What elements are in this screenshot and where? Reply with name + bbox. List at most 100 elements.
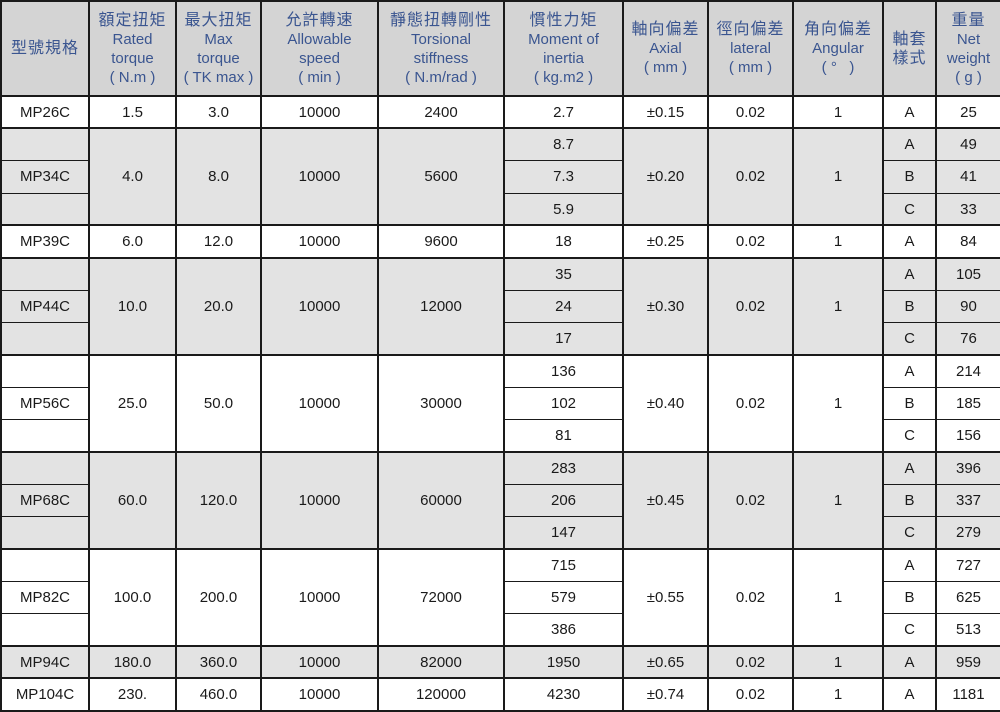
sleeve-cell: C [882,516,937,551]
header-line: 型號規格 [10,40,79,57]
table-row: 386 C 513 [0,613,1000,648]
header-line: 最大扭矩 [184,11,253,29]
weight-cell: 214 [935,353,1000,388]
header-line: lateral [730,40,771,57]
table-row: MP26C 1.5 3.0 10000 2400 2.7 ±0.15 0.02 1 A 25 [0,94,1000,130]
moment-of-inertia-cell: 386 [503,613,624,648]
header-line: ( mm ) [728,59,773,76]
model-cell [0,256,90,291]
weight-cell: 396 [935,450,1000,485]
lateral-cell: 0.02 [707,256,794,356]
header-line: ( kg.m2 ) [533,68,594,86]
rated-torque-cell: 230. [88,677,177,712]
sleeve-cell: A [882,677,937,712]
max-torque-cell: 200.0 [175,548,262,648]
sleeve-cell: C [882,419,937,453]
table-row: MP39C 6.0 12.0 10000 9600 18 ±0.25 0.02 1 A 84 [0,224,1000,259]
weight-cell: 25 [935,94,1000,130]
rated-torque-cell: 25.0 [88,353,177,453]
torsional-stiffness-cell: 2400 [377,94,505,130]
sleeve-cell: B [882,580,937,615]
model-cell: MP26C [0,94,90,130]
model-cell: MP56C [0,386,90,421]
header-line: 重量 [951,11,986,29]
model-cell [0,450,90,485]
angular-cell: 1 [792,450,884,551]
header-line: Moment of [528,30,599,48]
weight-cell: 105 [935,256,1000,291]
table-row: 5.9 C 33 [0,192,1000,227]
header-line: Rated [112,30,153,48]
weight-cell: 76 [935,322,1000,356]
axial-cell: ±0.30 [622,256,709,356]
header-line: Allowable [287,30,352,48]
torsional-stiffness-cell: 120000 [377,677,505,712]
torsional-stiffness-cell: 5600 [377,127,505,227]
moment-of-inertia-cell: 18 [503,224,624,259]
angular-cell: 1 [792,548,884,648]
model-cell: MP39C [0,224,90,259]
moment-of-inertia-cell: 4230 [503,677,624,712]
moment-of-inertia-cell: 102 [503,386,624,421]
axial-cell: ±0.74 [622,677,709,712]
weight-cell: 185 [935,386,1000,421]
header-row: 型號規格 額定扭矩 Rated torque( N.m ) 最大扭矩 Max torque(… [0,0,1000,97]
header-line: 額定扭矩 [98,11,167,29]
lateral-cell: 0.02 [707,548,794,648]
lateral-cell: 0.02 [707,224,794,259]
moment-of-inertia-cell: 206 [503,483,624,518]
header-line: ( min ) [298,68,341,86]
rated-torque-cell: 6.0 [88,224,177,259]
table-row: 10.0 20.0 10000 12000 35 ±0.30 0.02 1 A 105 [0,256,1000,356]
weight-cell: 337 [935,483,1000,518]
torsional-stiffness-cell: 30000 [377,353,505,453]
weight-cell: 1181 [935,677,1000,712]
table-header: 型號規格 額定扭矩 Rated torque( N.m ) 最大扭矩 Max torque(… [0,0,1000,97]
table-row: MP56C 102 B 185 [0,386,1000,421]
max-torque-cell: 360.0 [175,645,262,680]
header-line: 徑向偏差 [716,21,785,38]
weight-cell: 90 [935,289,1000,324]
sleeve-cell: C [882,322,937,356]
max-torque-cell: 12.0 [175,224,262,259]
moment-of-inertia-cell: 5.9 [503,192,624,227]
angular-cell: 1 [792,224,884,259]
header-line: speed [299,49,340,67]
header-cell-lateral: 徑向偏差 lateral ( mm ) [707,0,794,97]
model-cell [0,516,90,551]
angular-cell: 1 [792,256,884,356]
moment-of-inertia-cell: 2.7 [503,94,624,130]
weight-cell: 33 [935,192,1000,227]
moment-of-inertia-cell: 136 [503,353,624,388]
allowable-speed-cell: 10000 [260,94,379,130]
moment-of-inertia-cell: 8.7 [503,127,624,162]
moment-of-inertia-cell: 24 [503,289,624,324]
sleeve-cell: C [882,192,937,227]
header-line: Angular [812,40,864,57]
header-line: ( N.m ) [109,68,156,86]
moment-of-inertia-cell: 283 [503,450,624,485]
header-cell-sleeve: 軸套 樣式 [882,0,937,97]
table-row: MP34C 7.3 B 41 [0,160,1000,194]
sleeve-cell: B [882,386,937,421]
header-line: 允許轉速 [285,11,354,29]
table-row: 17 C 76 [0,322,1000,356]
model-cell: MP104C [0,677,90,712]
sleeve-cell: A [882,353,937,388]
rated-torque-cell: 1.5 [88,94,177,130]
header-line: ( g ) [955,68,982,86]
header-cell-rated: 額定扭矩 Rated torque( N.m ) [88,0,177,97]
weight-cell: 625 [935,580,1000,615]
header-line: Torsional [410,30,472,48]
table-row: 25.0 50.0 10000 30000 136 ±0.40 0.02 1 A 214 [0,353,1000,453]
axial-cell: ±0.20 [622,127,709,227]
rated-torque-cell: 60.0 [88,450,177,551]
weight-cell: 959 [935,645,1000,680]
sleeve-cell: A [882,548,937,582]
allowable-speed-cell: 10000 [260,548,379,648]
moment-of-inertia-cell: 147 [503,516,624,551]
model-cell: MP34C [0,160,90,194]
max-torque-cell: 460.0 [175,677,262,712]
moment-of-inertia-cell: 715 [503,548,624,582]
